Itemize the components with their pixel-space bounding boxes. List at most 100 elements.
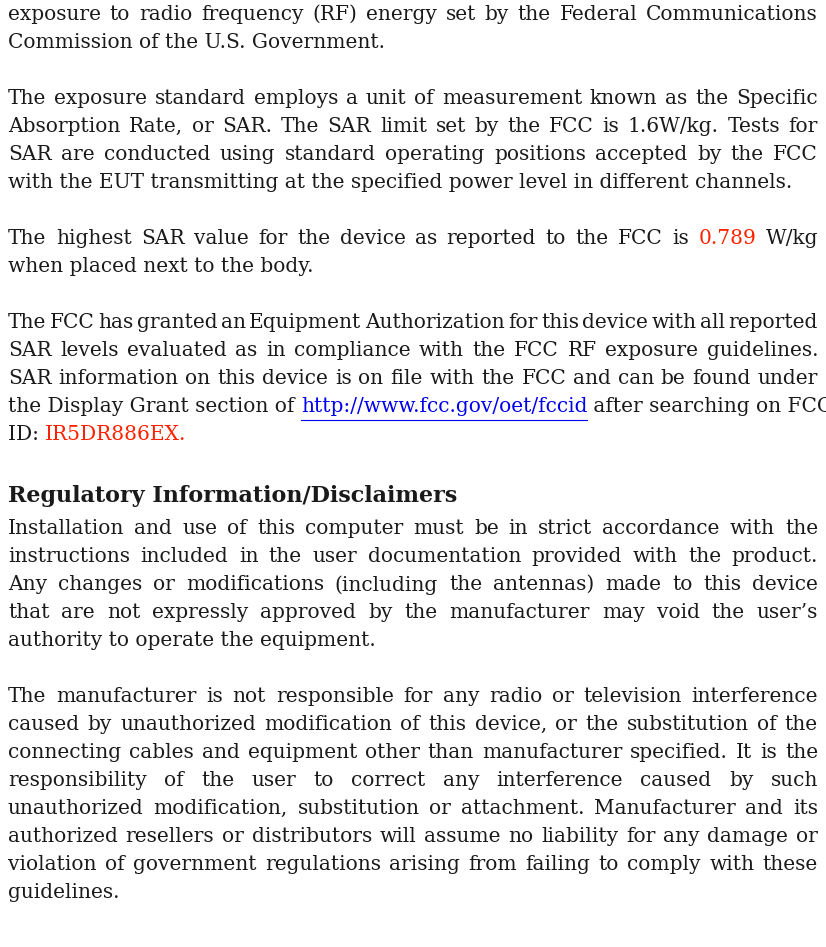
Text: than: than (428, 743, 474, 762)
Text: the: the (785, 743, 818, 762)
Text: known: known (590, 89, 657, 108)
Text: manufacturer: manufacturer (56, 687, 197, 706)
Text: can: can (618, 369, 654, 388)
Text: is: is (206, 687, 223, 706)
Text: with: with (419, 341, 464, 360)
Text: Equipment: Equipment (249, 313, 362, 332)
Text: interference: interference (496, 771, 623, 790)
Text: of: of (415, 89, 434, 108)
Text: in: in (509, 519, 528, 538)
Text: as: as (235, 341, 258, 360)
Text: or: or (153, 575, 175, 594)
Text: not: not (107, 603, 140, 622)
Text: by: by (88, 715, 112, 734)
Text: when placed next to the body.: when placed next to the body. (8, 257, 314, 276)
Text: standard: standard (285, 145, 376, 164)
Text: W/kg: W/kg (766, 229, 818, 248)
Text: reported: reported (729, 313, 818, 332)
Text: frequency: frequency (201, 5, 303, 24)
Text: be: be (661, 369, 686, 388)
Text: substitution: substitution (297, 799, 420, 818)
Text: any: any (443, 771, 479, 790)
Text: SAR: SAR (8, 145, 51, 164)
Text: in: in (266, 341, 286, 360)
Text: instructions: instructions (8, 547, 130, 566)
Text: device,: device, (474, 715, 547, 734)
Text: to: to (672, 575, 692, 594)
Text: this: this (703, 575, 741, 594)
Text: all: all (700, 313, 725, 332)
Text: SAR: SAR (328, 117, 372, 136)
Text: It: It (736, 743, 752, 762)
Text: this: this (217, 369, 255, 388)
Text: the Display Grant section of: the Display Grant section of (8, 397, 301, 416)
Text: found: found (692, 369, 751, 388)
Text: unit: unit (366, 89, 406, 108)
Text: SAR: SAR (8, 341, 51, 360)
Text: and: and (202, 743, 240, 762)
Text: FCC: FCC (773, 145, 818, 164)
Text: or: or (192, 117, 214, 136)
Text: the: the (695, 89, 729, 108)
Text: void: void (657, 603, 700, 622)
Text: RF: RF (567, 341, 596, 360)
Text: highest: highest (56, 229, 131, 248)
Text: caused: caused (640, 771, 712, 790)
Text: is: is (760, 743, 777, 762)
Text: comply: comply (628, 855, 701, 874)
Text: or: or (796, 827, 818, 846)
Text: with: with (633, 547, 677, 566)
Text: Any: Any (8, 575, 47, 594)
Text: a: a (346, 89, 358, 108)
Text: not: not (233, 687, 266, 706)
Text: of: of (164, 771, 183, 790)
Text: damage: damage (708, 827, 788, 846)
Text: made: made (605, 575, 661, 594)
Text: set: set (435, 117, 466, 136)
Text: positions: positions (494, 145, 586, 164)
Text: levels: levels (60, 341, 119, 360)
Text: as: as (665, 89, 687, 108)
Text: Federal: Federal (560, 5, 638, 24)
Text: an: an (221, 313, 246, 332)
Text: the: the (711, 603, 745, 622)
Text: the: the (297, 229, 330, 248)
Text: liability: liability (541, 827, 619, 846)
Text: to: to (545, 229, 566, 248)
Text: by: by (485, 5, 509, 24)
Text: are: are (61, 603, 95, 622)
Text: value: value (194, 229, 249, 248)
Text: no: no (508, 827, 534, 846)
Text: to: to (599, 855, 620, 874)
Text: for: for (789, 117, 818, 136)
Text: with the EUT transmitting at the specified power level in different channels.: with the EUT transmitting at the specifi… (8, 173, 792, 192)
Text: and: and (573, 369, 611, 388)
Text: included: included (140, 547, 228, 566)
Text: product.: product. (732, 547, 818, 566)
Text: unauthorized: unauthorized (120, 715, 256, 734)
Text: (including: (including (335, 575, 438, 595)
Text: by: by (368, 603, 392, 622)
Text: government: government (133, 855, 256, 874)
Text: violation: violation (8, 855, 97, 874)
Text: any: any (663, 827, 700, 846)
Text: granted: granted (137, 313, 217, 332)
Text: IR5DR886EX.: IR5DR886EX. (45, 425, 187, 444)
Text: for: for (508, 313, 538, 332)
Text: in: in (239, 547, 259, 566)
Text: device: device (582, 313, 648, 332)
Text: approved: approved (260, 603, 356, 622)
Text: other: other (365, 743, 420, 762)
Text: computer: computer (305, 519, 403, 538)
Text: standard: standard (155, 89, 246, 108)
Text: television: television (583, 687, 681, 706)
Text: of: of (105, 855, 125, 874)
Text: energy: energy (366, 5, 437, 24)
Text: this: this (541, 313, 579, 332)
Text: Tests: Tests (728, 117, 780, 136)
Text: for: for (626, 827, 656, 846)
Text: FCC: FCC (50, 313, 95, 332)
Text: correct: correct (351, 771, 425, 790)
Text: the: the (518, 5, 551, 24)
Text: expressly: expressly (152, 603, 249, 622)
